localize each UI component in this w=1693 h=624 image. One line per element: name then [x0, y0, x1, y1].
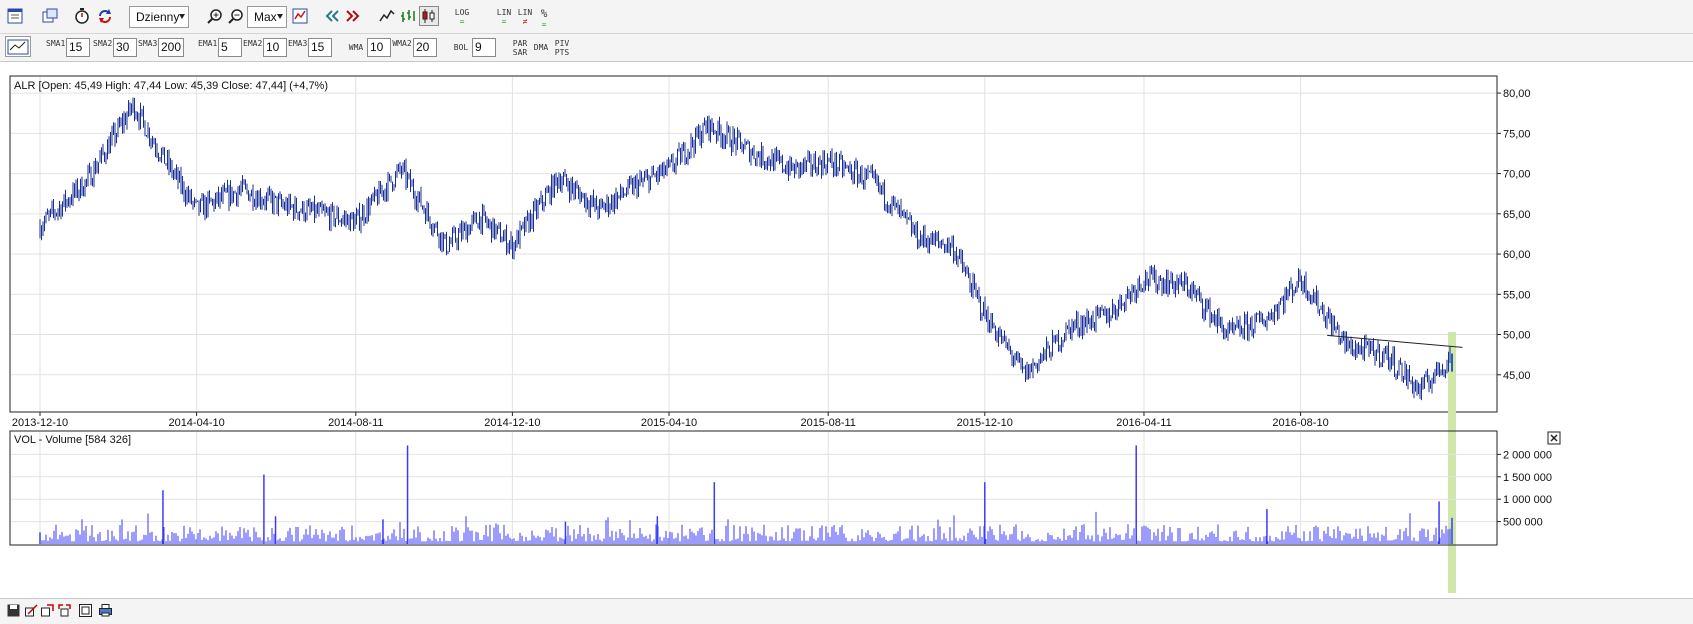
fit-chart-icon[interactable]	[290, 6, 310, 26]
refresh-icon[interactable]	[95, 6, 115, 26]
volume-grid	[11, 432, 1496, 544]
sma2-input[interactable]: 30	[113, 38, 137, 57]
print-icon[interactable]	[98, 603, 113, 618]
price-tick-label: 60,00	[1503, 249, 1531, 261]
ema1-input[interactable]: 5	[218, 38, 242, 57]
log-label: LOG	[454, 8, 470, 17]
fullscreen-icon[interactable]	[78, 603, 93, 618]
volume-series	[39, 445, 1453, 544]
not-equal-icon: ≠	[522, 17, 528, 26]
price-title: ALR [Open: 45,49 High: 47,44 Low: 45,39 …	[14, 80, 328, 92]
x-tick-label: 2015-08-11	[800, 417, 855, 429]
sma2-label: SMA2	[93, 39, 113, 48]
volume-y-axis: 2 000 000 1 500 000 1 000 000 500 000	[1497, 449, 1552, 529]
trendline	[1327, 334, 1463, 348]
sma3-label: SMA3	[138, 39, 158, 48]
wma2-input[interactable]: 20	[413, 38, 437, 57]
volume-tick-label: 500 000	[1503, 517, 1543, 529]
wma1-label: WMA	[348, 43, 364, 52]
main-toolbar: Dzienny Max LOG = LIN = LIN ≠ % =	[0, 0, 1693, 34]
price-tick-label: 65,00	[1503, 209, 1531, 221]
export-icon[interactable]	[24, 603, 39, 618]
ema1-label: EMA1	[198, 39, 218, 48]
price-tick-label: 50,00	[1503, 330, 1531, 342]
piv-pts-button[interactable]: PIV PTS	[554, 39, 570, 57]
volume-tick-label: 1 500 000	[1503, 472, 1552, 484]
bol-label: BOL	[453, 43, 469, 52]
chevron-down-icon	[179, 14, 185, 19]
x-axis: 2013-12-10 2014-04-10 2014-08-11 2014-12-10…	[12, 412, 1329, 429]
price-tick-label: 80,00	[1503, 88, 1531, 100]
lin1-label: LIN	[496, 8, 512, 17]
indicator-panel-icon[interactable]	[5, 36, 31, 57]
sma3-input[interactable]: 200	[158, 38, 184, 57]
wma2-label: WMA2	[392, 39, 412, 48]
x-tick-label: 2014-08-11	[328, 417, 383, 429]
volume-tick-label: 2 000 000	[1503, 449, 1552, 461]
ohlc-chart-icon[interactable]	[398, 6, 418, 26]
dma-button[interactable]: DMA	[533, 43, 549, 52]
zoom-in-icon[interactable]	[205, 6, 225, 26]
price-series	[39, 97, 1453, 401]
price-tick-label: 55,00	[1503, 289, 1531, 301]
log-scale-button[interactable]: LOG =	[452, 8, 472, 26]
bol-input[interactable]: 9	[472, 38, 496, 57]
sma1-input[interactable]: 15	[66, 38, 90, 57]
chevron-down-icon	[277, 14, 283, 19]
zoom-range-label: Max	[254, 10, 277, 24]
sma1-label: SMA1	[46, 39, 66, 48]
price-panel	[9, 75, 1498, 413]
x-tick-label: 2016-08-10	[1272, 417, 1328, 429]
price-tick-label: 70,00	[1503, 169, 1531, 181]
par-sar-button[interactable]: PAR SAR	[512, 39, 528, 57]
volume-tick-label: 1 000 000	[1503, 494, 1552, 506]
x-tick-label: 2014-12-10	[484, 417, 540, 429]
line-chart-icon[interactable]	[377, 6, 397, 26]
period-dropdown[interactable]: Dzienny	[129, 6, 189, 28]
lin2-label: LIN	[517, 8, 533, 17]
candle-chart-icon[interactable]	[419, 6, 439, 26]
wma1-input[interactable]: 10	[367, 38, 391, 57]
scroll-left-icon[interactable]	[322, 6, 342, 26]
zoom-out-icon[interactable]	[226, 6, 246, 26]
volume-title: VOL - Volume [584 326]	[14, 434, 131, 446]
x-tick-label: 2014-04-10	[168, 417, 224, 429]
chart-window-icon[interactable]	[5, 6, 25, 26]
last-bar-highlight	[1448, 332, 1456, 593]
price-y-axis: 80,00 75,00 70,00 65,00 60,00 55,00 50,00 45,00	[1497, 88, 1531, 382]
scroll-right-icon[interactable]	[343, 6, 363, 26]
ema3-label: EMA3	[288, 39, 308, 48]
x-tick-label: 2013-12-10	[12, 417, 68, 429]
ema2-input[interactable]: 10	[263, 38, 287, 57]
volume-panel	[9, 430, 1498, 546]
bottom-toolbar	[0, 598, 1693, 624]
price-tick-label: 45,00	[1503, 370, 1531, 382]
equals-icon: =	[501, 17, 507, 26]
period-dropdown-label: Dzienny	[136, 10, 180, 24]
ema2-label: EMA2	[243, 39, 263, 48]
equals-icon: =	[541, 20, 547, 29]
percent-label: %	[540, 7, 548, 20]
x-tick-label: 2015-04-10	[641, 417, 697, 429]
ema3-input[interactable]: 15	[308, 38, 332, 57]
x-tick-label: 2015-12-10	[957, 417, 1013, 429]
export-all-icon[interactable]	[57, 603, 72, 618]
zoom-range-dropdown[interactable]: Max	[247, 6, 287, 28]
close-panel-icon[interactable]	[1547, 431, 1561, 445]
timer-icon[interactable]	[72, 6, 92, 26]
price-tick-label: 75,00	[1503, 128, 1531, 140]
lin-noteq-scale-button[interactable]: LIN ≠	[515, 8, 535, 26]
percent-scale-button[interactable]: % =	[536, 8, 552, 30]
x-tick-label: 2016-04-11	[1116, 417, 1171, 429]
equals-icon: =	[459, 17, 465, 26]
export-up-icon[interactable]	[40, 603, 55, 618]
save-icon[interactable]	[6, 603, 21, 618]
chart-area[interactable]: 80,00 75,00 70,00 65,00 60,00 55,00 50,00 45,00…	[0, 62, 1693, 597]
lin-scale-button[interactable]: LIN =	[494, 8, 514, 26]
new-window-icon[interactable]	[40, 6, 60, 26]
